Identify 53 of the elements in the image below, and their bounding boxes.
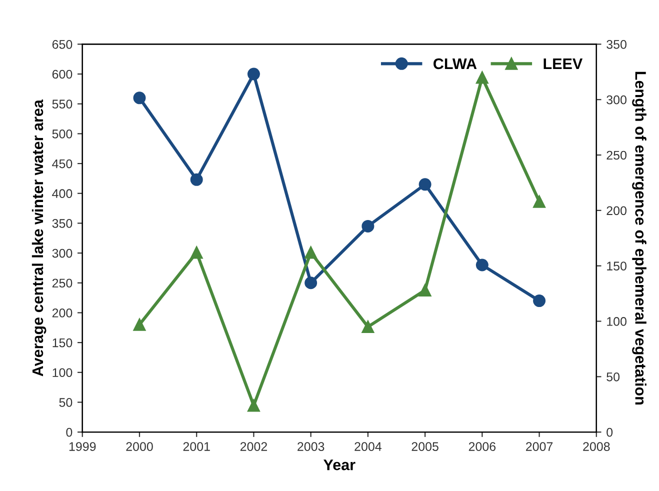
point xyxy=(362,320,374,334)
y2-tick-label: 50 xyxy=(606,372,620,382)
y-tick-label: 150 xyxy=(52,338,72,348)
y2-tick-label: 300 xyxy=(606,95,626,104)
y2-tick-label: 250 xyxy=(606,150,626,160)
x-axis-title: Year xyxy=(324,460,356,470)
x-tick-label: 1999 xyxy=(69,442,96,451)
point xyxy=(247,68,260,80)
point xyxy=(133,92,146,104)
y-tick-label: 0 xyxy=(66,428,72,437)
point xyxy=(304,246,318,259)
y-axis-title: Average central lake winter water area xyxy=(32,99,46,376)
x-tick-label: 2005 xyxy=(412,442,438,451)
y2-tick-label: 0 xyxy=(606,428,613,437)
y2-axis-title: Length of emergence of ephemeral vegetation xyxy=(632,72,646,404)
point xyxy=(418,178,432,191)
point xyxy=(476,258,488,272)
y-tick-label: 650 xyxy=(52,40,72,49)
x-tick-label: 2001 xyxy=(183,442,210,451)
legend-label: LEEV xyxy=(544,58,583,70)
point xyxy=(190,173,203,186)
y-tick-label: 200 xyxy=(52,308,72,318)
point xyxy=(190,246,203,259)
x-tick-label: 2002 xyxy=(240,442,267,451)
legend-label: CLWA xyxy=(434,58,477,70)
point xyxy=(133,318,146,331)
point xyxy=(304,276,318,290)
y-tick-label: 550 xyxy=(52,100,72,109)
x-tick-label: 2007 xyxy=(526,442,553,451)
point xyxy=(362,220,374,232)
x-tick-label: 2008 xyxy=(583,442,610,451)
y-tick-label: 250 xyxy=(52,278,72,288)
y-tick-label: 450 xyxy=(52,159,72,168)
x-tick-label: 2004 xyxy=(354,442,382,451)
x-tick-label: 2006 xyxy=(468,442,496,451)
x-tick-label: 2000 xyxy=(126,442,153,451)
y-tick-label: 600 xyxy=(52,70,72,79)
point xyxy=(533,294,546,308)
y2-tick-label: 350 xyxy=(606,40,626,49)
y-tick-label: 500 xyxy=(52,130,72,138)
y2-tick-label: 200 xyxy=(606,206,626,216)
x-tick-label: 2003 xyxy=(298,442,324,451)
y-tick-label: 400 xyxy=(52,189,72,198)
y2-tick-label: 100 xyxy=(607,317,626,326)
y-tick-label: 100 xyxy=(52,368,72,378)
point xyxy=(247,399,260,412)
point xyxy=(476,71,488,84)
point xyxy=(533,195,546,208)
y-tick-label: 50 xyxy=(59,398,72,407)
y-tick-label: 300 xyxy=(52,248,72,258)
point xyxy=(418,284,432,296)
y2-tick-label: 150 xyxy=(607,262,626,270)
y-tick-label: 350 xyxy=(52,219,72,228)
